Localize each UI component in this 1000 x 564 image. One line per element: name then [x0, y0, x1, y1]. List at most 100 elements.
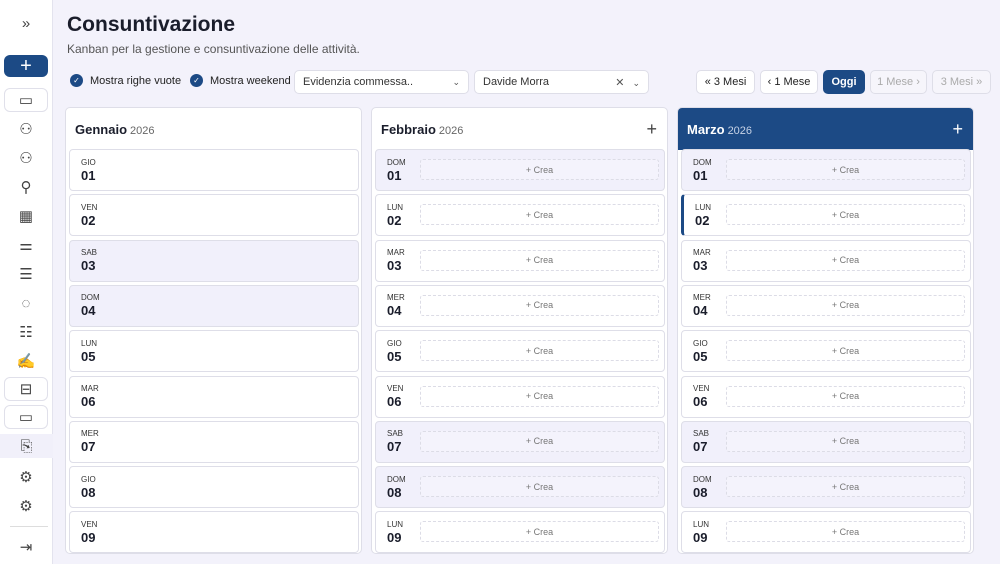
day-label: MAR 03: [376, 249, 420, 273]
day-number: 09: [693, 529, 708, 545]
back-3-months-button[interactable]: « 3 Mesi: [696, 70, 755, 94]
day-number: 04: [81, 303, 96, 319]
create-button[interactable]: + Crea: [420, 294, 659, 316]
gear-nav-button[interactable]: ⚙: [4, 465, 48, 489]
document-icon: ☰: [19, 266, 33, 283]
day-number: 02: [81, 212, 96, 228]
create-button[interactable]: + Crea: [420, 204, 659, 226]
day-row: VEN 09: [69, 511, 359, 553]
day-number: 08: [387, 484, 402, 500]
chat-nav-button[interactable]: ◌: [4, 291, 48, 315]
list-nav-button[interactable]: ☷: [4, 320, 48, 344]
weekday: SAB: [81, 248, 98, 258]
weekday: MER: [387, 293, 405, 303]
create-button[interactable]: + Crea: [726, 521, 965, 543]
day-label: VEN 09: [70, 520, 114, 544]
day-row: LUN 09 + Crea: [375, 511, 665, 553]
month-header: Febbraio 2026 +: [372, 108, 667, 150]
new-button[interactable]: +: [4, 55, 48, 77]
month-name: Marzo: [687, 121, 725, 137]
user-group-nav-button[interactable]: ⚇: [4, 117, 48, 141]
expand-sidebar-button[interactable]: »: [21, 14, 31, 32]
day-label: LUN 02: [684, 203, 728, 227]
document-nav-button[interactable]: ☰: [4, 262, 48, 286]
user-value: Davide Morra: [483, 76, 550, 88]
forward-3-months-button[interactable]: 3 Mesi »: [932, 70, 991, 94]
day-number: 07: [81, 439, 96, 455]
clear-icon[interactable]: ✕: [615, 76, 625, 89]
create-button[interactable]: + Crea: [726, 340, 965, 362]
gear-nav-button[interactable]: ⚙: [4, 494, 48, 518]
forward-1-month-button[interactable]: 1 Mese ›: [870, 70, 927, 94]
add-icon[interactable]: +: [646, 118, 657, 139]
show-weekend-checkbox[interactable]: ✓ Mostra weekend: [190, 74, 291, 87]
sliders-nav-button[interactable]: ⚌: [4, 233, 48, 257]
create-button[interactable]: + Crea: [420, 476, 659, 498]
create-button[interactable]: + Crea: [420, 340, 659, 362]
day-label: GIO 01: [70, 158, 114, 182]
month-column-febbraio: Febbraio 2026 + DOM 01 + Crea LUN 02 + Crea MAR 03…: [371, 107, 668, 554]
create-button[interactable]: + Crea: [726, 204, 965, 226]
day-row: LUN 02 + Crea: [375, 194, 665, 237]
day-row: LUN 02 + Crea: [681, 194, 971, 237]
create-button[interactable]: + Crea: [420, 249, 659, 271]
month-year: 2026: [438, 124, 464, 137]
user-select[interactable]: Davide Morra ✕ ⌄: [474, 70, 649, 94]
show-empty-rows-checkbox[interactable]: ✓ Mostra righe vuote: [70, 74, 181, 87]
month-column-marzo: Marzo 2026 + DOM 01 + Crea LUN 02 + Crea MAR 03 + C…: [677, 107, 974, 554]
today-button[interactable]: Oggi: [823, 70, 865, 94]
gear-icon: ⚙: [19, 469, 33, 486]
day-label: DOM 01: [376, 158, 420, 182]
weekday: GIO: [693, 338, 708, 348]
month-column-gennaio: Gennaio 2026 GIO 01 VEN 02 SAB 03 DOM 04 LUN 05 MAR 0…: [65, 107, 362, 554]
day-label: GIO 08: [70, 475, 114, 499]
logout-icon: ⇥: [19, 539, 33, 556]
back-1-month-button[interactable]: ‹ 1 Mese: [760, 70, 818, 94]
folder-nav-button[interactable]: ▭: [4, 405, 48, 429]
briefcase-nav-button[interactable]: ⊟: [4, 377, 48, 401]
month-header: Marzo 2026 +: [678, 108, 973, 150]
commessa-select[interactable]: Evidenzia commessa.. ⌄: [294, 70, 469, 94]
create-button[interactable]: + Crea: [726, 430, 965, 452]
signature-nav-button[interactable]: ✍: [4, 349, 48, 373]
create-button[interactable]: + Crea: [726, 385, 965, 407]
create-button[interactable]: + Crea: [726, 294, 965, 316]
create-button[interactable]: + Crea: [726, 159, 965, 180]
weekday: VEN: [81, 202, 98, 212]
create-button[interactable]: + Crea: [420, 159, 659, 180]
day-label: VEN 06: [682, 384, 726, 409]
day-number: 09: [387, 529, 402, 545]
create-button[interactable]: + Crea: [420, 521, 659, 543]
day-row: MAR 06: [69, 375, 359, 418]
logout-nav-button[interactable]: ⇥: [4, 535, 48, 559]
weekday: VEN: [693, 384, 710, 393]
folder-nav-button[interactable]: ▭: [4, 88, 48, 112]
day-number: 01: [693, 167, 708, 183]
user-settings-nav-button[interactable]: ⚇: [4, 146, 48, 170]
create-button[interactable]: + Crea: [726, 249, 965, 271]
weekday: MAR: [81, 384, 99, 393]
day-label: LUN 05: [70, 339, 114, 363]
sidebar: » + ▭ ⚇ ⚇ ⚲ ▦ ⚌ ☰ ◌ ☷ ✍ ⊟ ▭ ⎘ ⚙ ⚙ ⇥: [0, 0, 53, 564]
month-name: Gennaio: [75, 121, 128, 137]
day-number: 08: [693, 484, 708, 500]
create-button[interactable]: + Crea: [420, 385, 659, 407]
commessa-placeholder: Evidenzia commessa..: [303, 76, 414, 88]
folder-icon: ▭: [18, 92, 34, 109]
create-button[interactable]: + Crea: [726, 476, 965, 498]
weekday: LUN: [387, 519, 404, 529]
weekday: LUN: [693, 519, 710, 529]
day-row: LUN 09 + Crea: [681, 511, 971, 553]
grid-nav-button[interactable]: ▦: [4, 204, 48, 228]
gear-icon: ⚙: [19, 498, 33, 515]
day-row: DOM 01 + Crea: [681, 149, 971, 191]
create-button[interactable]: + Crea: [420, 430, 659, 452]
day-number: 04: [387, 303, 402, 319]
weekday: MER: [81, 429, 99, 439]
add-icon[interactable]: +: [952, 118, 963, 139]
signpost-nav-button[interactable]: ⚲: [4, 175, 48, 199]
clipboard-check-nav-button[interactable]: ⎘: [0, 434, 53, 458]
day-row: SAB 03: [69, 239, 359, 282]
day-label: SAB 07: [682, 430, 726, 454]
month-year: 2026: [727, 124, 753, 137]
